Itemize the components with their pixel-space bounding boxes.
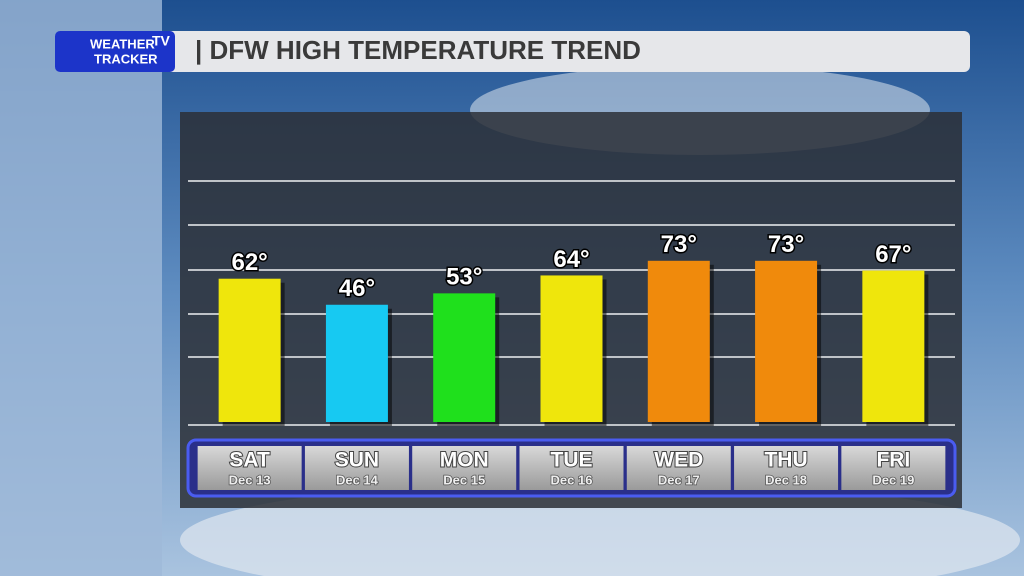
bar (755, 260, 818, 422)
bar (433, 293, 496, 422)
bar (647, 260, 710, 422)
bar (862, 270, 925, 422)
x-tick-label: THU (764, 449, 807, 472)
date-label: Dec 13 (229, 472, 271, 487)
value-label: 73° (661, 231, 697, 258)
side-panel (0, 0, 162, 576)
bar (540, 275, 603, 422)
value-label: 46° (339, 275, 375, 302)
date-label: Dec 19 (872, 472, 914, 487)
value-label: 67° (875, 241, 911, 268)
category-cell (197, 446, 302, 490)
logo-text: TRACKER (94, 51, 158, 66)
category-cell (734, 446, 839, 490)
category-cell (519, 446, 624, 490)
bar (325, 304, 388, 422)
value-label: 53° (446, 264, 482, 291)
chart-title: | DFW HIGH TEMPERATURE TREND (195, 35, 641, 65)
date-label: Dec 17 (658, 472, 700, 487)
category-cell (626, 446, 731, 490)
category-cell (304, 446, 409, 490)
x-tick-label: SUN (335, 449, 379, 472)
category-cell (841, 446, 946, 490)
date-label: Dec 18 (765, 472, 807, 487)
date-label: Dec 16 (551, 472, 593, 487)
logo (55, 31, 175, 72)
bar (218, 278, 281, 422)
logo-badge: TV (152, 33, 171, 49)
title-bar (55, 31, 970, 72)
date-label: Dec 15 (443, 472, 485, 487)
x-tick-label: SAT (229, 449, 270, 472)
category-cell (412, 446, 517, 490)
x-tick-label: FRI (876, 449, 910, 472)
value-label: 64° (553, 246, 589, 273)
x-tick-label: MON (440, 449, 489, 472)
logo-text: WEATHER (90, 36, 155, 51)
x-tick-label: WED (654, 449, 703, 472)
date-label: Dec 14 (336, 472, 379, 487)
value-label: 73° (768, 231, 804, 258)
x-tick-label: TUE (551, 449, 593, 472)
value-label: 62° (231, 249, 267, 276)
